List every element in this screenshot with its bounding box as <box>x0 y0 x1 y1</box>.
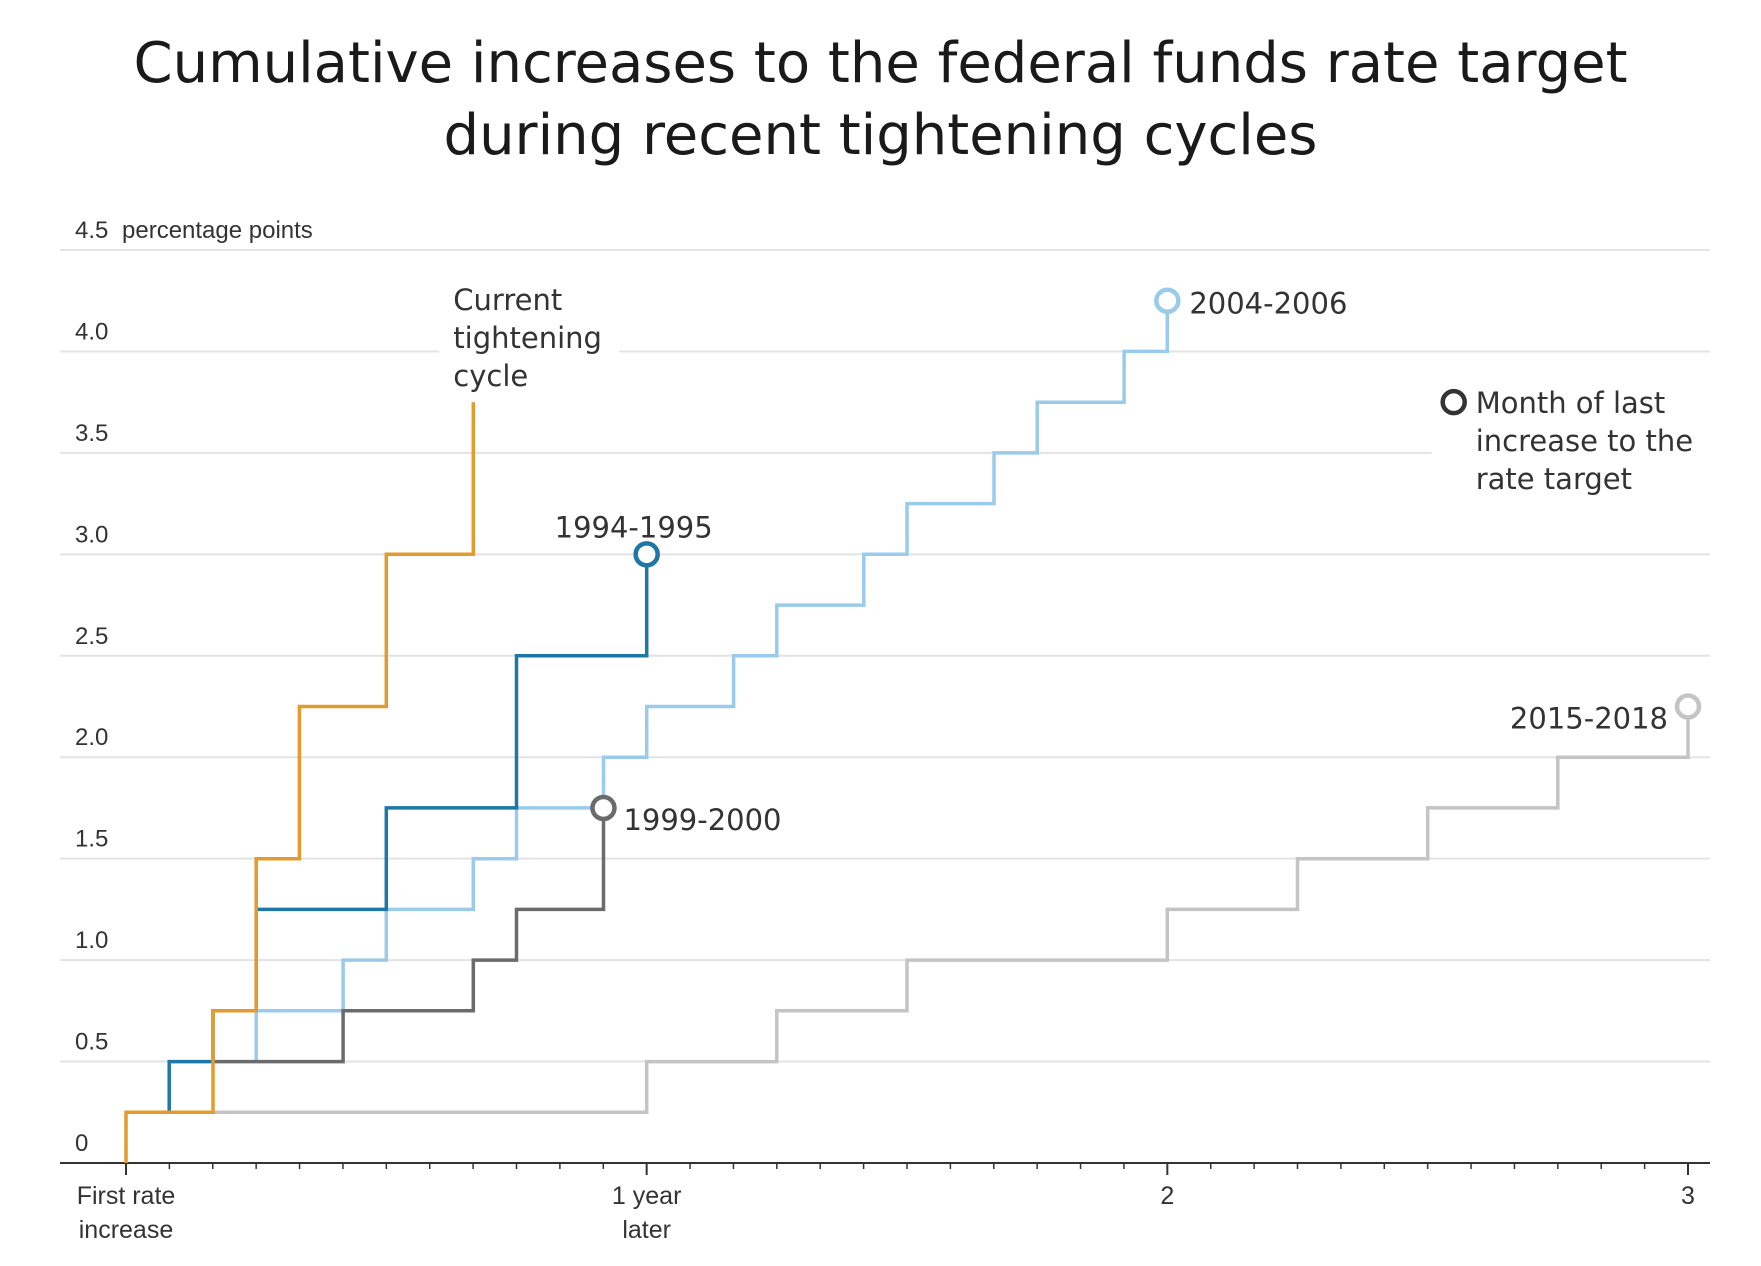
annotation-current-tightening-cycle: Current <box>453 283 562 317</box>
x-tick-label: 1 year <box>612 1182 681 1210</box>
legend-text: rate target <box>1476 462 1632 496</box>
series-line-current-tightening-cycle <box>124 402 476 1163</box>
annotation-current-tightening-cycle: tightening <box>453 321 602 355</box>
x-tick-label: 2 <box>1160 1182 1174 1210</box>
y-axis-label: percentage points <box>122 217 313 244</box>
legend-text: increase to the <box>1476 424 1693 458</box>
legend-open-circle-icon <box>1440 388 1467 416</box>
y-tick-label: 0 <box>75 1130 88 1157</box>
series-line-2015-2018 <box>126 706 1690 1115</box>
annotation-current-tightening-cycle: cycle <box>453 359 528 393</box>
legend: Month of last increase to the rate target <box>1440 386 1693 496</box>
legend-knockout <box>1431 376 1722 507</box>
y-tick-label: 1.0 <box>75 927 108 954</box>
series-line-2004-2006 <box>254 300 1170 1062</box>
y-tick-label: 4.5 <box>75 217 108 244</box>
y-tick-label: 2.0 <box>75 724 108 751</box>
annotation-2004-2006: 2004-2006 <box>1189 287 1347 321</box>
annotations: Current tightening cycle 2004-2006 1994-1995… <box>453 283 1668 837</box>
gridlines <box>60 249 1710 1063</box>
annotation-1999-2000: 1999-2000 <box>623 803 781 837</box>
annotation-2015-2018: 2015-2018 <box>1510 702 1668 736</box>
x-axis: First rate increase 1 year later 2 3 <box>60 1162 1710 1244</box>
x-tick-label: First rate <box>77 1182 176 1210</box>
y-tick-label: 3.0 <box>75 521 108 548</box>
chart-title-line-1: Cumulative increases to the federal fund… <box>133 31 1628 96</box>
y-tick-label: 4.0 <box>75 318 108 345</box>
chart-title-line-2: during recent tightening cycles <box>443 103 1318 168</box>
last-increase-marker-1999-2000 <box>590 794 617 822</box>
y-tick-label: 1.5 <box>75 826 108 853</box>
label-knockouts <box>439 274 1722 507</box>
x-tick-label: 3 <box>1681 1182 1695 1210</box>
series-lines <box>124 287 1702 1163</box>
series-line-1999-2000 <box>213 807 606 1064</box>
y-tick-label: 0.5 <box>75 1029 108 1056</box>
series-line-1994-1995 <box>167 554 649 1113</box>
last-increase-marker-2015-2018 <box>1674 693 1702 720</box>
label-knockout <box>439 274 620 393</box>
annotation-1994-1995: 1994-1995 <box>555 510 713 544</box>
y-tick-label: 3.5 <box>75 420 108 447</box>
y-axis: 0 0.5 1.0 1.5 2.0 2.5 3.0 3.5 4.0 4.5 percentage p… <box>75 217 313 1157</box>
last-increase-marker-1994-1995 <box>633 541 660 568</box>
legend-text: Month of last <box>1476 386 1666 420</box>
chart-title: Cumulative increases to the federal fund… <box>0 28 1761 172</box>
x-tick-label: later <box>622 1216 671 1244</box>
x-tick-label: increase <box>79 1216 174 1244</box>
y-tick-label: 2.5 <box>75 623 108 650</box>
last-increase-marker-2004-2006 <box>1154 287 1181 314</box>
